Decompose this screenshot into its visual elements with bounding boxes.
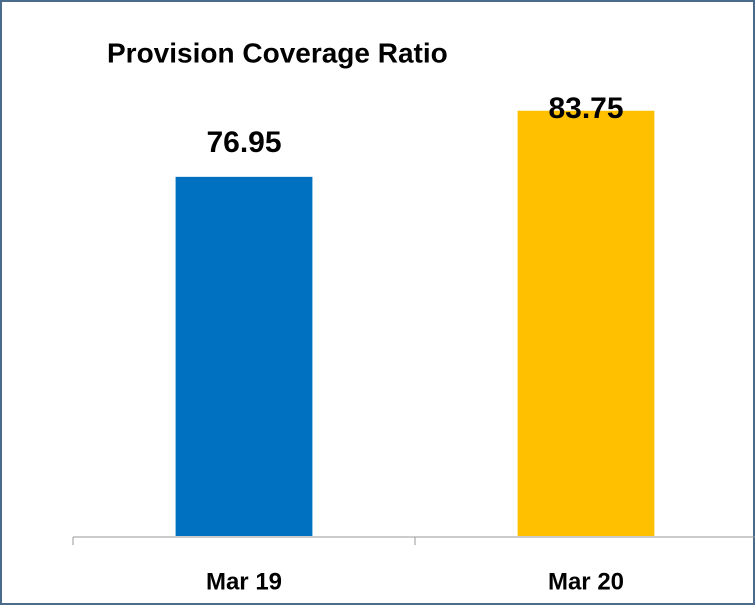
data-label: 83.75 bbox=[548, 92, 623, 125]
chart-title: Provision Coverage Ratio bbox=[107, 37, 448, 68]
x-tick-label: Mar 19 bbox=[206, 568, 282, 595]
data-label: 76.95 bbox=[206, 126, 281, 159]
bar bbox=[517, 110, 655, 536]
bar bbox=[175, 176, 313, 536]
x-tick-label: Mar 20 bbox=[548, 568, 624, 595]
